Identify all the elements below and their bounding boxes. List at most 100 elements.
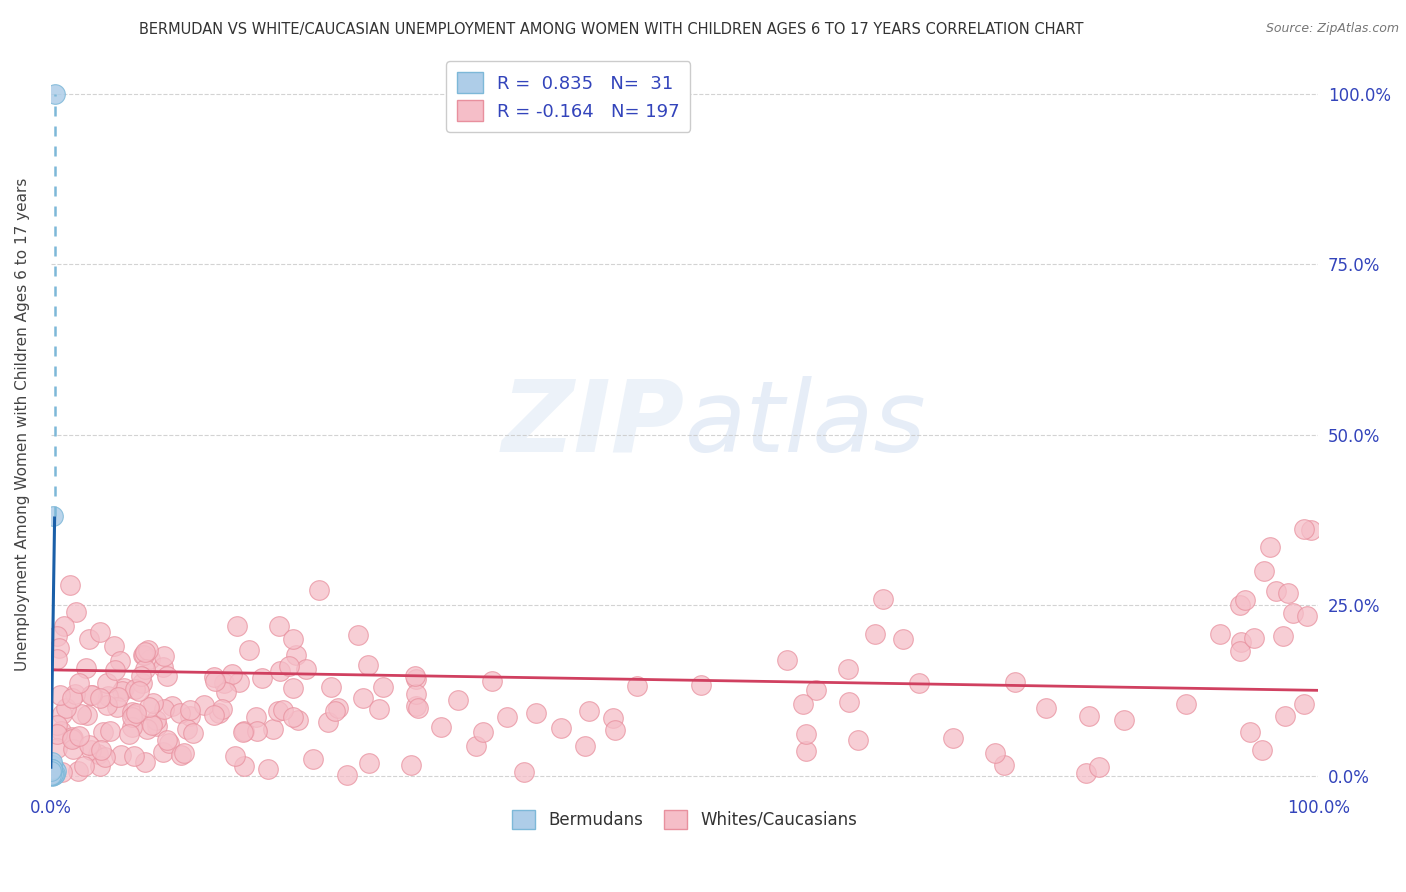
Point (41, 755, 63, 769)
Point (245, 710, 267, 724)
Point (46, 717, 69, 731)
Point (41, 767, 63, 781)
Point (202, 707, 225, 722)
Point (211, 701, 233, 715)
Point (87, 747, 110, 761)
Point (45, 764, 67, 779)
Point (352, 691, 374, 706)
Point (176, 722, 198, 736)
Point (48, 688, 70, 702)
Point (39, 766, 62, 780)
Point (690, 678, 713, 692)
Point (135, 722, 157, 736)
Point (155, 668, 177, 682)
Point (67, 764, 90, 779)
Point (41, 768, 63, 782)
Point (1253, 564, 1275, 578)
Point (794, 727, 817, 741)
Point (62, 731, 84, 745)
Point (1209, 627, 1232, 641)
Point (125, 706, 148, 721)
Point (121, 705, 143, 719)
Point (1265, 584, 1288, 599)
Point (169, 706, 191, 720)
Point (42, 764, 65, 778)
Point (96, 698, 118, 712)
Point (156, 732, 179, 747)
Point (94, 750, 117, 764)
Point (1076, 765, 1098, 780)
Point (157, 736, 180, 750)
Point (336, 767, 359, 781)
Point (319, 680, 342, 694)
Point (145, 714, 167, 728)
Point (1229, 644, 1251, 658)
Point (124, 708, 146, 723)
Point (42, 768, 65, 782)
Point (89, 759, 111, 773)
Point (495, 709, 517, 723)
Point (118, 727, 141, 741)
Text: Source: ZipAtlas.com: Source: ZipAtlas.com (1265, 22, 1399, 36)
Point (59, 577, 82, 591)
Point (134, 645, 156, 659)
Point (524, 706, 547, 720)
Point (46, 741, 69, 756)
Point (574, 739, 596, 753)
Point (226, 619, 249, 633)
Point (97, 689, 120, 703)
Point (1296, 608, 1319, 623)
Point (837, 663, 859, 677)
Point (89, 625, 111, 640)
Point (1239, 724, 1261, 739)
Point (41, 767, 63, 781)
Point (891, 632, 914, 647)
Point (131, 648, 153, 663)
Point (103, 639, 125, 653)
Point (872, 592, 894, 607)
Point (41, 768, 63, 782)
Point (77, 632, 100, 647)
Point (269, 664, 291, 678)
Point (1230, 635, 1253, 649)
Point (214, 685, 236, 699)
Point (67, 729, 90, 743)
Point (73, 759, 96, 773)
Point (80, 688, 103, 702)
Point (179, 709, 201, 723)
Point (301, 751, 323, 765)
Point (90, 742, 112, 756)
Point (41, 767, 63, 781)
Point (60, 731, 83, 746)
Point (181, 725, 204, 739)
Point (41, 768, 63, 782)
Point (121, 709, 143, 723)
Point (42, 764, 65, 779)
Point (232, 725, 254, 739)
Point (204, 674, 226, 689)
Point (96, 675, 118, 690)
Point (316, 714, 339, 729)
Point (128, 684, 150, 698)
Point (141, 718, 163, 732)
Point (60, 730, 83, 744)
Point (984, 747, 1007, 761)
Point (42, 766, 65, 780)
Point (67, 676, 90, 690)
Point (100, 724, 122, 739)
Point (846, 732, 869, 747)
Point (863, 627, 886, 641)
Point (212, 676, 235, 690)
Point (124, 682, 146, 697)
Point (107, 690, 129, 704)
Point (233, 724, 256, 739)
Point (51, 723, 73, 738)
Point (39, 768, 62, 782)
Point (44, 87, 66, 101)
Point (794, 744, 817, 758)
Point (1282, 606, 1305, 620)
Point (405, 687, 427, 701)
Point (908, 676, 931, 690)
Point (1299, 523, 1322, 537)
Point (267, 618, 290, 632)
